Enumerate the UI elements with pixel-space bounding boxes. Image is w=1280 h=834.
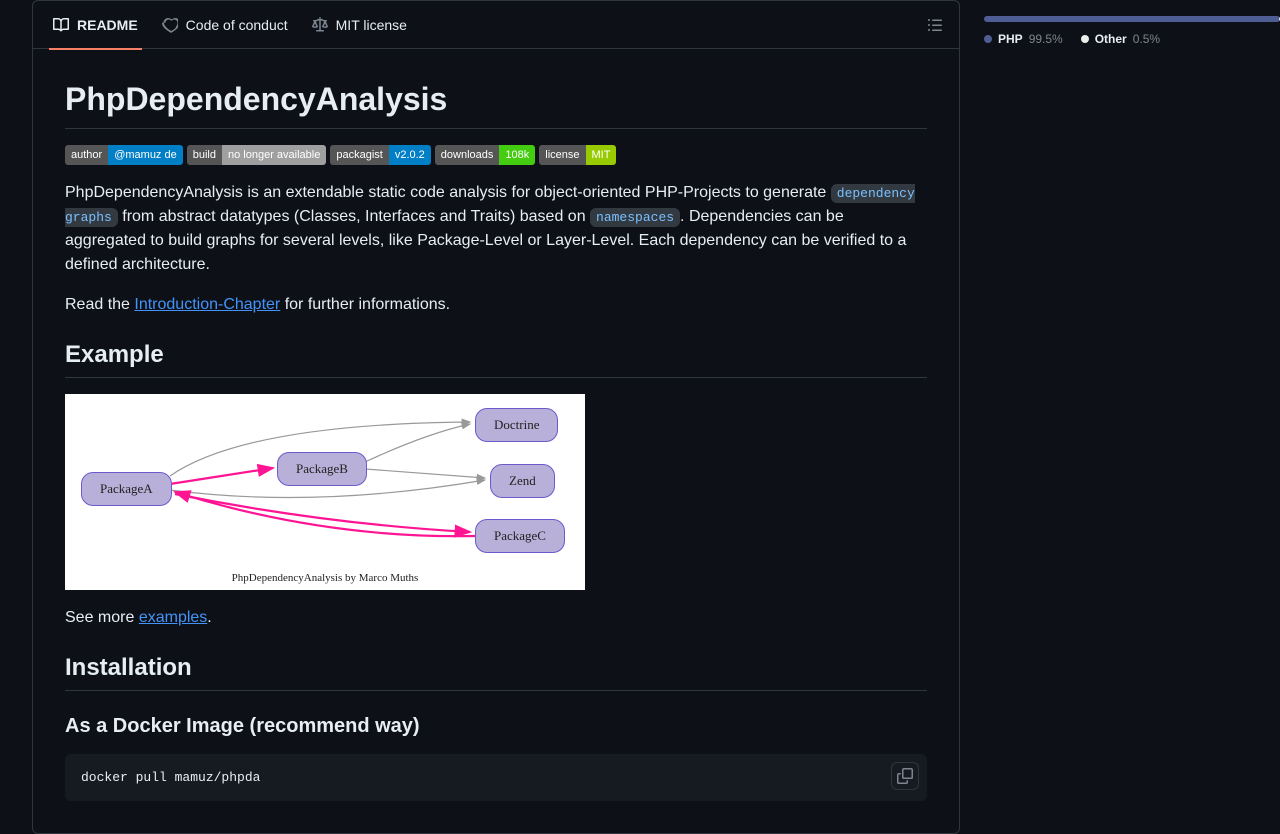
docker-cmd: docker pull mamuz/phpda — [81, 770, 260, 785]
badge[interactable]: buildno longer available — [187, 145, 327, 165]
intro-text: PhpDependencyAnalysis is an extendable s… — [65, 184, 831, 201]
code-block-docker: docker pull mamuz/phpda — [65, 754, 927, 801]
node-packageB: PackageB — [277, 452, 367, 486]
badge[interactable]: packagistv2.0.2 — [330, 145, 430, 165]
book-icon — [53, 17, 69, 33]
read-pre: Read the — [65, 296, 134, 313]
conduct-icon — [162, 17, 178, 33]
readme-content: PhpDependencyAnalysis author@mamuz debui… — [33, 49, 959, 833]
badge-label: packagist — [330, 145, 388, 165]
badge-label: author — [65, 145, 108, 165]
language-bar — [984, 16, 1280, 22]
language-item[interactable]: PHP 99.5% — [984, 32, 1063, 46]
seemore-pre: See more — [65, 609, 139, 626]
language-dot — [984, 35, 992, 43]
intro-text: from abstract datatypes (Classes, Interf… — [118, 208, 590, 225]
badge-row: author@mamuz debuildno longer availablep… — [65, 145, 927, 165]
page-title: PhpDependencyAnalysis — [65, 81, 927, 129]
language-dot — [1081, 35, 1089, 43]
read-paragraph: Read the Introduction-Chapter for furthe… — [65, 293, 927, 317]
badge-value: @mamuz de — [108, 145, 183, 165]
tab-label: Code of conduct — [186, 17, 288, 33]
docker-heading: As a Docker Image (recommend way) — [65, 715, 927, 738]
introduction-link[interactable]: Introduction-Chapter — [134, 296, 280, 313]
dependency-diagram: PackageA PackageB Doctrine Zend PackageC… — [65, 394, 585, 590]
intro-paragraph: PhpDependencyAnalysis is an extendable s… — [65, 181, 927, 277]
readme-box: README Code of conduct MIT license PhpDe… — [32, 0, 960, 834]
badge[interactable]: licenseMIT — [539, 145, 616, 165]
sidebar: PHP 99.5% Other 0.5% — [984, 0, 1280, 834]
list-icon — [927, 17, 943, 33]
badge[interactable]: downloads108k — [435, 145, 535, 165]
language-item[interactable]: Other 0.5% — [1081, 32, 1160, 46]
code-namespaces: namespaces — [590, 208, 680, 227]
badge-label: downloads — [435, 145, 500, 165]
tab-readme[interactable]: README — [41, 1, 150, 49]
badge-value: 108k — [499, 145, 535, 165]
language-pct: 0.5% — [1133, 32, 1160, 46]
node-doctrine: Doctrine — [475, 408, 558, 442]
node-packageC: PackageC — [475, 519, 565, 553]
outline-button[interactable] — [919, 9, 951, 41]
badge-label: build — [187, 145, 222, 165]
language-name: Other — [1095, 32, 1127, 46]
node-zend: Zend — [490, 464, 555, 498]
language-pct: 99.5% — [1029, 32, 1063, 46]
badge-value: MIT — [586, 145, 617, 165]
badge-label: license — [539, 145, 585, 165]
copy-icon — [897, 768, 913, 784]
tab-bar: README Code of conduct MIT license — [33, 1, 959, 49]
read-post: for further informations. — [280, 296, 450, 313]
copy-button[interactable] — [891, 762, 919, 790]
law-icon — [312, 17, 328, 33]
language-bar-segment — [984, 16, 1279, 22]
tab-license[interactable]: MIT license — [300, 1, 419, 49]
example-heading: Example — [65, 341, 927, 378]
tab-label: MIT license — [336, 17, 407, 33]
badge-value: v2.0.2 — [389, 145, 431, 165]
examples-link[interactable]: examples — [139, 609, 207, 626]
language-list: PHP 99.5% Other 0.5% — [984, 32, 1280, 46]
seemore-paragraph: See more examples. — [65, 606, 927, 630]
badge[interactable]: author@mamuz de — [65, 145, 183, 165]
tab-label: README — [77, 17, 138, 33]
tab-conduct[interactable]: Code of conduct — [150, 1, 300, 49]
badge-value: no longer available — [222, 145, 326, 165]
node-packageA: PackageA — [81, 472, 172, 506]
diagram-caption: PhpDependencyAnalysis by Marco Muths — [65, 572, 585, 584]
installation-heading: Installation — [65, 654, 927, 691]
language-name: PHP — [998, 32, 1023, 46]
seemore-post: . — [207, 609, 211, 626]
